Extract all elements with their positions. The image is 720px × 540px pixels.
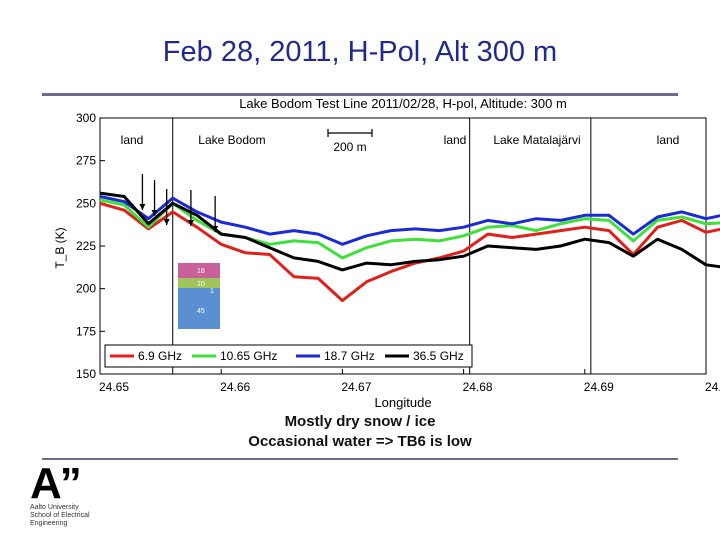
annotation-arrowhead — [212, 226, 219, 232]
y-tick-label-275: 275 — [76, 154, 96, 168]
x-tick-label-24.70: 24.70 — [705, 380, 720, 394]
annotation-arrowhead — [151, 210, 158, 216]
footer-rule — [42, 458, 678, 460]
y-tick-label-250: 250 — [76, 196, 96, 210]
inset-label-thin: 1 — [210, 288, 214, 295]
series-line-10-65-GHz — [99, 198, 720, 260]
annotation-arrowhead — [163, 219, 170, 225]
aalto-logo: A” Aalto University School of Electrical… — [30, 459, 140, 540]
legend-label-0: 6.9 GHz — [138, 349, 182, 363]
series-line-6-9-GHz — [99, 201, 720, 303]
x-axis-label: Longitude — [374, 395, 431, 410]
series-line-36-5-GHz — [99, 191, 720, 272]
inset-snow-layer — [178, 263, 220, 278]
x-tick-label-24.67: 24.67 — [341, 380, 371, 394]
logo-university: Aalto University — [30, 504, 79, 511]
y-tick-label-225: 225 — [76, 239, 96, 253]
ice-profile-inset: 18 10 1 45 — [178, 263, 220, 329]
caption-line-2: Occasional water => TB6 is low — [248, 433, 472, 450]
scale-bar-label: 200 m — [333, 140, 366, 154]
legend-label-2: 18.7 GHz — [324, 349, 375, 363]
x-tick-label-24.65: 24.65 — [99, 380, 129, 394]
scale-bar: 200 m — [327, 129, 373, 154]
region-label-1: Lake Bodom — [198, 133, 265, 147]
y-tick-label-200: 200 — [76, 282, 96, 296]
logo-engineering: Engineering — [30, 520, 68, 527]
region-label-4: land — [657, 133, 680, 147]
annotation-arrowhead — [187, 220, 194, 226]
inset-label-snow: 18 — [197, 268, 205, 275]
y-axis-label: T_B (K) — [53, 227, 67, 268]
inset-label-ice: 10 — [197, 281, 205, 288]
y-tick-label-150: 150 — [76, 367, 96, 381]
legend-label-3: 36.5 GHz — [413, 349, 464, 363]
y-tick-label-175: 175 — [76, 324, 96, 338]
legend-label-1: 10.65 GHz — [220, 349, 277, 363]
chart-title: Lake Bodom Test Line 2011/02/28, H-pol, … — [239, 96, 567, 111]
series-line-18-7-GHz — [99, 195, 720, 246]
region-label-0: land — [121, 133, 144, 147]
tb-line-chart: Lake Bodom Test Line 2011/02/28, H-pol, … — [53, 96, 720, 410]
title-rule — [42, 93, 678, 96]
region-label-3: Lake Matalajärvi — [493, 133, 580, 147]
aalto-logo-mark: A” — [30, 459, 82, 508]
slide-caption: Mostly dry snow / ice Occasional water =… — [0, 412, 720, 452]
inset-water-layer — [178, 288, 220, 329]
chart-legend: 6.9 GHz 10.65 GHz 18.7 GHz 36.5 GHz — [104, 344, 473, 368]
y-tick-label-300: 300 — [76, 111, 96, 125]
x-tick-label-24.69: 24.69 — [584, 380, 614, 394]
x-tick-label-24.68: 24.68 — [463, 380, 493, 394]
caption-line-1: Mostly dry snow / ice — [284, 413, 436, 430]
inset-label-water: 45 — [197, 308, 205, 315]
annotation-arrowhead — [139, 204, 146, 210]
region-label-2: land — [444, 133, 467, 147]
x-tick-label-24.66: 24.66 — [220, 380, 250, 394]
slide-title: Feb 28, 2011, H-Pol, Alt 300 m — [162, 36, 558, 68]
inset-ice-layer — [178, 278, 220, 288]
logo-school: School of Electrical — [30, 512, 90, 519]
